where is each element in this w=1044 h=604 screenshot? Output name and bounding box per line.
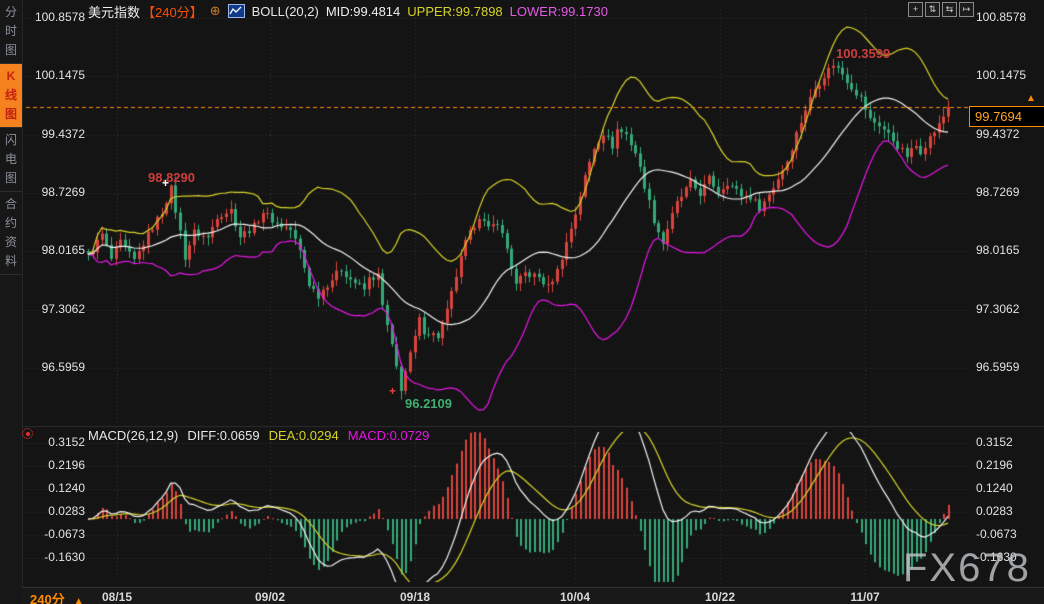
chart-header: 美元指数 【240分】 ⊕ BOLL(20,2) MID:99.4814 UPPE… — [88, 3, 608, 20]
date-label-1: 09/02 — [254, 590, 286, 604]
boll-label: BOLL(20,2) — [251, 3, 319, 19]
macd-settings-icon[interactable] — [22, 428, 33, 439]
indicator-chart-icon[interactable] — [227, 4, 245, 18]
period-selector[interactable]: 240分 ▲ — [30, 589, 84, 604]
boll-lower-value: LOWER:99.1730 — [509, 3, 608, 19]
zoom-vertical-icon[interactable]: ⇅ — [925, 2, 940, 17]
macd-tick-right-3: 0.0283 — [976, 504, 1013, 519]
last-price-box: 99.7694 — [969, 106, 1044, 127]
local-high-annotation: 98.8290 — [148, 170, 195, 185]
symbol-title: 美元指数 — [88, 4, 141, 20]
sidebar-tab-0[interactable]: 分时图 — [0, 0, 22, 64]
date-label-5: 11/07 — [850, 590, 880, 604]
macd-tick-right-0: 0.3152 — [976, 435, 1013, 450]
macd-tick-left-2: 0.1240 — [48, 481, 85, 496]
price-tick-left-5: 97.3062 — [41, 301, 85, 316]
price-tick-right-5: 97.3062 — [976, 301, 1020, 316]
macd-diff-value: DIFF:0.0659 — [187, 428, 260, 443]
price-tick-left-4: 98.0165 — [41, 243, 85, 258]
macd-tick-right-4: -0.0673 — [976, 527, 1017, 542]
macd-title: MACD(26,12,9) — [88, 428, 179, 443]
target-icon[interactable]: ⊕ — [209, 3, 221, 18]
sidebar-tab-2[interactable]: 闪电图 — [0, 128, 22, 192]
price-tick-right-1: 100.1475 — [976, 68, 1027, 83]
macd-tick-right-2: 0.1240 — [976, 481, 1013, 496]
date-label-3: 10/04 — [559, 590, 591, 604]
price-tick-left-3: 98.7269 — [41, 184, 85, 199]
zoom-horizontal-icon[interactable]: ⇆ — [942, 2, 957, 17]
macd-tick-right-1: 0.2196 — [976, 458, 1013, 473]
macd-tick-left-5: -0.1630 — [44, 550, 85, 565]
swing-high-annotation: 100.3599 — [836, 46, 891, 61]
date-label-4: 10/22 — [704, 590, 736, 604]
price-tick-left-2: 99.4372 — [41, 126, 85, 141]
price-tick-right-6: 96.5959 — [976, 359, 1020, 374]
chart-toolbar: + ⇅ ⇆ ↦ — [908, 2, 974, 17]
macd-header: MACD(26,12,9) DIFF:0.0659 DEA:0.0294 MAC… — [88, 428, 429, 443]
boll-upper-value: UPPER:99.7898 — [407, 3, 503, 19]
last-price-arrow-icon: ▲ — [1026, 93, 1036, 104]
low-cross-marker: + — [389, 384, 397, 398]
watermark: FX678 — [903, 546, 1031, 590]
period-dropdown-icon: ▲ — [73, 596, 84, 604]
macd-dea-value: DEA:0.0294 — [268, 428, 339, 443]
macd-tick-left-3: 0.0283 — [48, 504, 85, 519]
macd-macd-value: MACD:0.0729 — [347, 428, 430, 443]
macd-tick-left-0: 0.3152 — [48, 435, 85, 450]
period-tag: 【240分】 — [142, 4, 203, 20]
date-label-2: 09/18 — [399, 590, 431, 604]
price-tick-left-0: 100.8578 — [34, 10, 85, 24]
macd-tick-left-1: 0.2196 — [48, 458, 85, 473]
date-label-0: 08/15 — [101, 590, 133, 604]
price-tick-right-0: 100.8578 — [976, 10, 1027, 24]
bottom-time-axis-bar: 240分 ▲ 08/15 09/02 09/18 10/04 10/22 11/07 — [22, 587, 1044, 604]
price-tick-left-1: 100.1475 — [34, 68, 85, 83]
price-tick-right-4: 98.0165 — [976, 243, 1020, 258]
macd-tick-left-4: -0.0673 — [44, 527, 85, 542]
pan-right-icon[interactable]: ↦ — [959, 2, 974, 17]
high-cross-marker: + — [162, 176, 170, 190]
price-tick-right-3: 98.7269 — [976, 184, 1020, 199]
crosshair-icon[interactable]: + — [908, 2, 923, 17]
price-tick-left-6: 96.5959 — [41, 359, 85, 374]
boll-mid-value: MID:99.4814 — [325, 3, 401, 19]
swing-low-annotation: 96.2109 — [405, 396, 452, 411]
sidebar-tab-3[interactable]: 合约资料 — [0, 192, 22, 275]
macd-tick-right-5: -0.1630 — [976, 550, 1017, 565]
price-tick-right-2: 99.4372 — [976, 126, 1020, 141]
